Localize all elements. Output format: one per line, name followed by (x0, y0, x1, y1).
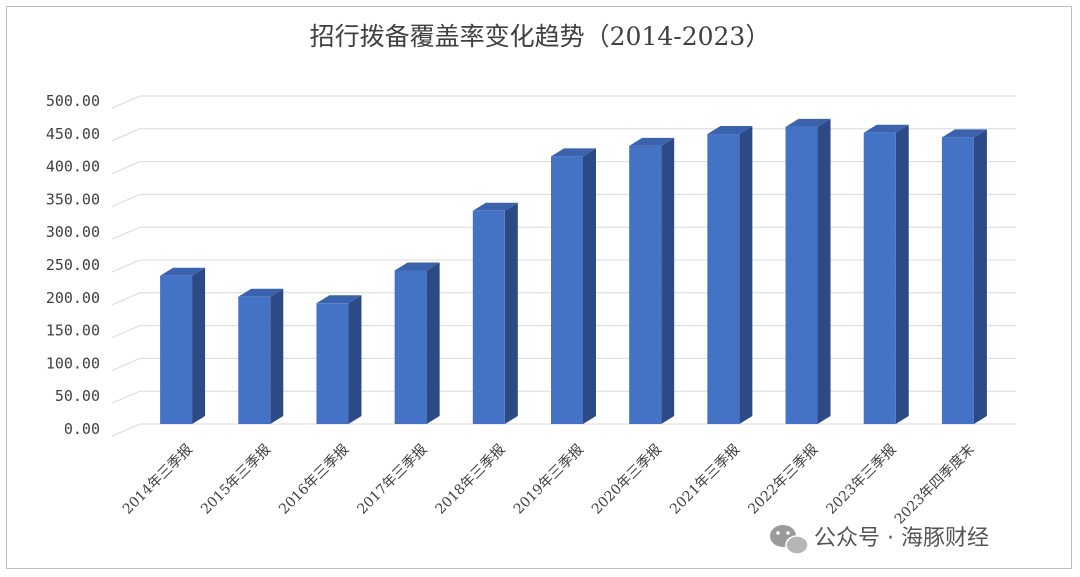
bar-top (863, 124, 909, 133)
bar-top (316, 295, 362, 304)
bar-side (348, 295, 362, 424)
x-axis-ticks: 2014年三季报 2015年三季报 2016年三季报 2017年三季报 2018年三季报… (120, 442, 978, 528)
bar-side (973, 129, 987, 424)
bars (160, 118, 987, 425)
y-tick-label: 300.00 (46, 223, 100, 241)
bar (472, 202, 518, 424)
bar-front (394, 270, 427, 424)
bar-top (394, 262, 440, 271)
x-tick-label: 2021年三季报 (667, 442, 743, 518)
x-tick-label: 2023年四季度末 (892, 442, 978, 528)
bar (629, 137, 675, 424)
bar-front (941, 137, 974, 424)
y-tick-label: 0.00 (64, 420, 100, 438)
bar-front (238, 296, 271, 424)
bar-top (551, 148, 596, 157)
bar-top (629, 137, 675, 146)
bar-top (472, 202, 518, 211)
x-tick-label: 2015年三季报 (198, 442, 274, 518)
bar (160, 267, 206, 424)
bar-front (160, 275, 193, 424)
chart-frame (6, 6, 1072, 569)
y-tick-label: 100.00 (46, 354, 100, 372)
bar-top (707, 126, 753, 135)
watermark: 公众号 · 海豚财经 (770, 525, 989, 555)
bar-front (707, 134, 740, 424)
bar-side (739, 126, 753, 424)
watermark-text: 公众号 · 海豚财经 (814, 526, 989, 551)
y-tick-label: 400.00 (46, 158, 100, 176)
bar-side (426, 262, 440, 424)
bar-front (316, 303, 349, 424)
x-tick-label: 2014年三季报 (120, 442, 196, 518)
y-tick-label: 350.00 (46, 190, 100, 208)
x-tick-label: 2020年三季报 (589, 442, 665, 518)
x-tick-label: 2017年三季报 (354, 442, 430, 518)
bar-front (629, 145, 662, 424)
bar (785, 118, 831, 424)
bar (707, 126, 753, 424)
bar (863, 124, 909, 425)
x-tick-label: 2019年三季报 (511, 442, 587, 518)
x-tick-label: 2018年三季报 (433, 442, 509, 518)
bar-top (941, 129, 987, 138)
bar (394, 262, 440, 424)
y-tick-label: 150.00 (46, 322, 100, 340)
bar-front (785, 126, 818, 424)
bar-front (863, 132, 896, 424)
bar-side (192, 267, 206, 424)
bar (551, 148, 596, 425)
y-tick-label: 250.00 (46, 256, 100, 274)
bar (238, 288, 284, 424)
bar-side (661, 137, 675, 424)
y-tick-label: 500.00 (46, 92, 100, 110)
y-tick-label: 50.00 (55, 387, 100, 405)
wechat-icon (770, 525, 809, 555)
gridline (111, 95, 1016, 109)
bar-side (817, 118, 831, 424)
bar-side (270, 288, 284, 424)
bar-top (785, 118, 831, 127)
bar (316, 295, 362, 424)
x-tick-label: 2023年三季报 (823, 442, 899, 518)
gridline (111, 423, 1016, 437)
y-axis-ticks: 0.00 50.00 100.00 150.00 200.00 250.00 300.00 3… (46, 92, 100, 438)
bar-side (504, 202, 518, 424)
y-tick-label: 200.00 (46, 289, 100, 307)
bar-top (238, 288, 284, 297)
bar-front (472, 210, 505, 424)
x-tick-label: 2022年三季报 (745, 442, 821, 518)
bar-top (160, 267, 206, 276)
bar (941, 129, 987, 424)
y-tick-label: 450.00 (46, 125, 100, 143)
bar-side (895, 124, 909, 425)
x-tick-label: 2016年三季报 (276, 442, 352, 518)
bar-side (583, 148, 596, 425)
chart-title: 招行拨备覆盖率变化趋势（2014-2023） (310, 22, 771, 51)
bar-front (551, 156, 583, 425)
